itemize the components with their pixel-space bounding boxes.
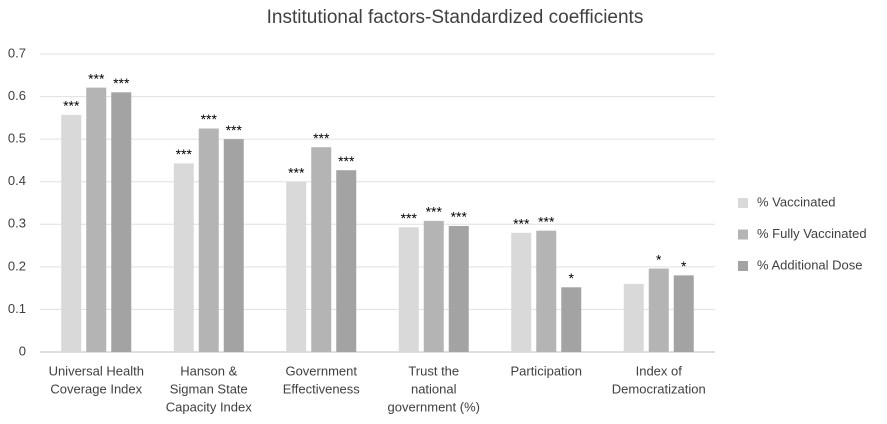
significance-label: *** [288, 164, 305, 180]
significance-label: *** [113, 75, 130, 91]
significance-label: *** [538, 213, 555, 229]
x-tick-label: Trust the [408, 363, 459, 378]
x-tick-label: Participation [510, 363, 582, 378]
legend-swatch [738, 261, 748, 271]
bar [511, 232, 532, 352]
x-tick-label: Coverage Index [50, 381, 142, 396]
y-tick-label: 0.5 [8, 131, 26, 146]
significance-label: *** [176, 146, 193, 162]
bar [561, 287, 582, 352]
chart-title: Institutional factors-Standardized coeff… [267, 7, 644, 28]
legend-label: % Fully Vaccinated [757, 226, 867, 241]
y-tick-label: 0.6 [8, 88, 26, 103]
y-tick-label: 0 [19, 343, 26, 358]
significance-label: * [681, 258, 687, 274]
bar [673, 275, 694, 352]
bar [86, 87, 107, 352]
y-tick-label: 0.2 [8, 258, 26, 273]
bar [448, 225, 469, 352]
bar [286, 181, 307, 352]
significance-label: *** [338, 153, 355, 169]
significance-label: *** [313, 130, 330, 146]
x-tick-label: Sigman State [170, 381, 248, 396]
bar [198, 128, 219, 352]
significance-label: *** [226, 122, 243, 138]
legend-label: % Additional Dose [757, 257, 863, 272]
bar [223, 139, 244, 352]
significance-label: *** [88, 70, 105, 86]
x-tick-label: Hanson & [180, 363, 237, 378]
x-tick-label: Government [285, 363, 357, 378]
bar [623, 283, 644, 352]
bar [173, 163, 194, 352]
x-tick-label: Capacity Index [166, 399, 252, 414]
significance-label: *** [426, 204, 443, 220]
significance-label: * [656, 251, 662, 267]
bar [398, 227, 419, 352]
bar [536, 230, 557, 352]
bar [61, 114, 82, 353]
significance-label: *** [451, 209, 468, 225]
x-tick-label: Effectiveness [283, 381, 361, 396]
bar [336, 170, 357, 352]
legend-label: % Vaccinated [757, 194, 836, 209]
y-tick-label: 0.1 [8, 301, 26, 316]
x-tick-label: national [411, 381, 457, 396]
legend-swatch [738, 229, 748, 240]
significance-label: *** [513, 216, 530, 232]
x-tick-label: Index of [636, 363, 683, 378]
significance-label: * [569, 270, 575, 286]
significance-label: *** [401, 210, 418, 226]
significance-label: *** [63, 98, 80, 114]
x-tick-label: Democratization [612, 381, 706, 396]
legend-swatch [738, 198, 748, 208]
significance-label: *** [201, 111, 218, 127]
y-tick-label: 0.7 [8, 45, 26, 60]
bar [648, 268, 669, 352]
x-tick-label: Universal Health [49, 363, 144, 378]
bar [111, 92, 132, 353]
y-tick-label: 0.4 [8, 173, 26, 188]
bar [311, 147, 332, 352]
y-tick-label: 0.3 [8, 216, 26, 231]
bar [423, 220, 444, 352]
x-tick-label: government (%) [388, 399, 480, 414]
